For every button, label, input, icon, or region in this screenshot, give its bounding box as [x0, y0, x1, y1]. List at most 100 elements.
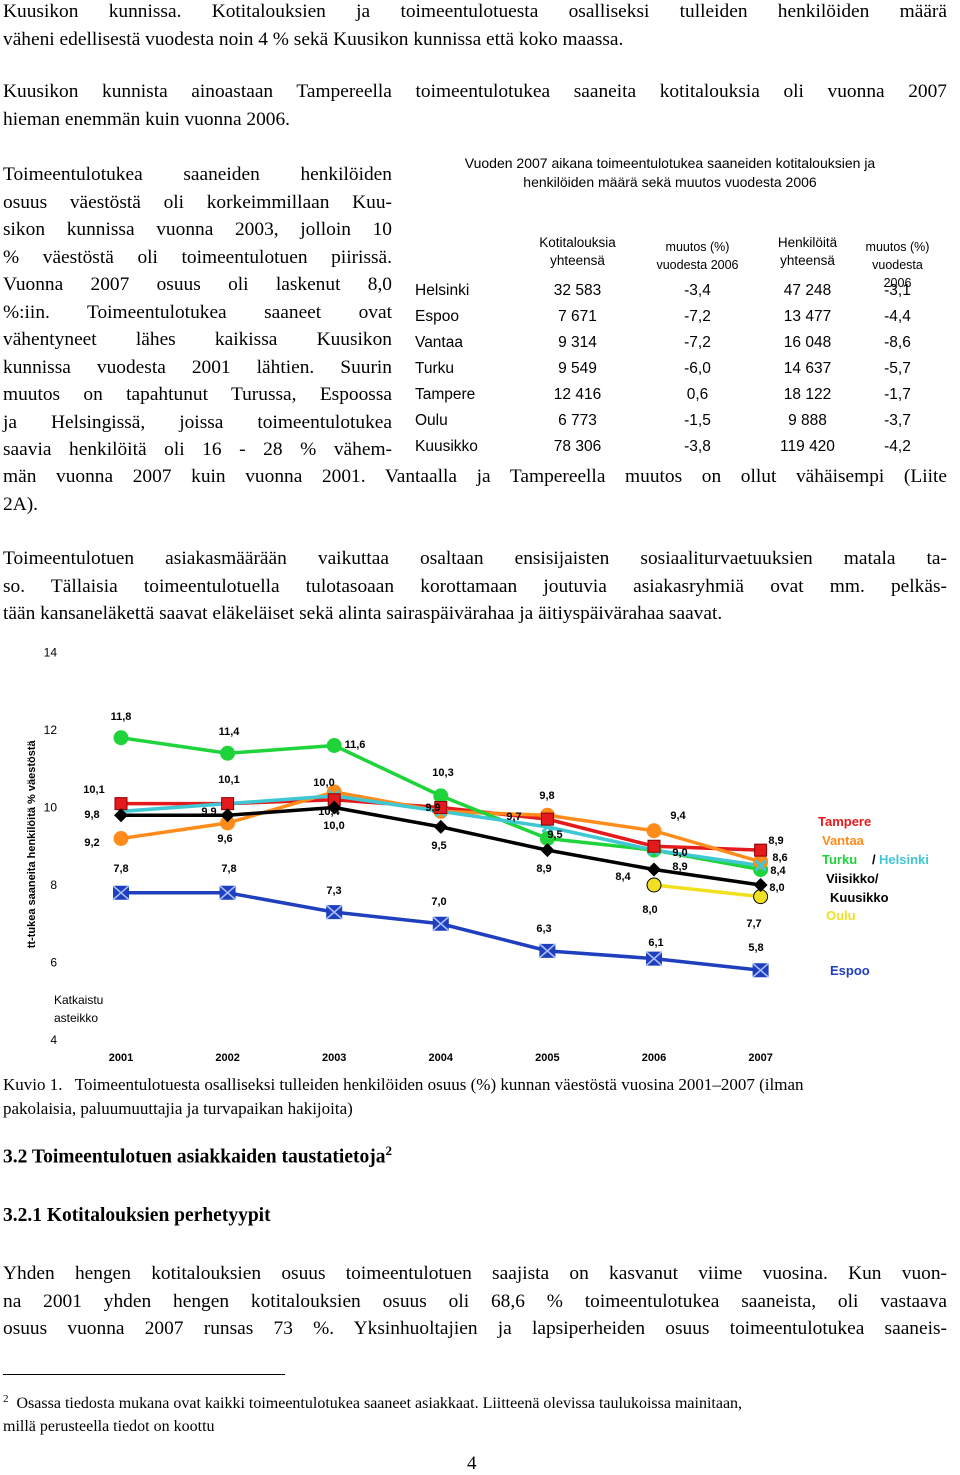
data-point	[326, 738, 342, 753]
x-tick-label: 2003	[322, 1052, 346, 1064]
paragraph-5: Yhden hengen kotitalouksien osuus toimee…	[3, 1260, 947, 1343]
x-tick-label: 2004	[429, 1052, 454, 1064]
data-label: 9,8	[539, 790, 554, 802]
data-label: 10,0	[313, 777, 334, 789]
paragraph-5-line-1: Yhden hengen kotitalouksien osuus toimee…	[3, 1263, 947, 1284]
table-cell-household-change: -1,5	[684, 412, 711, 429]
legend-entry: Kuusikko	[830, 890, 889, 905]
data-point	[434, 801, 448, 814]
table-cell-persons: 14 637	[783, 360, 832, 377]
column-header-households-line-2: yhteensä	[550, 253, 605, 268]
data-label: 9,5	[431, 840, 446, 852]
paragraph-3-line-8: kunnissa vuodesta 2001 lähtien. Suurin	[3, 356, 392, 378]
data-point	[540, 843, 555, 858]
table-cell-municipality: Helsinki	[415, 282, 470, 299]
column-header-household-change-line-1: muutos (%)	[665, 240, 730, 254]
data-label: 10,3	[432, 767, 453, 779]
data-point	[754, 843, 768, 857]
paragraph-3-line-10: ja Helsingissä, joissa toimeentulotukea	[3, 411, 392, 433]
paragraph-2: Kuusikon kunnista ainoastaan Tampereella…	[3, 78, 947, 133]
data-label: 8,6	[772, 852, 787, 864]
x-tick-label: 2001	[109, 1052, 133, 1064]
data-label: 6,1	[648, 937, 663, 949]
data-label: 6,3	[536, 923, 551, 935]
chart-series-markers	[112, 730, 770, 978]
table-title-line-1: Vuoden 2007 aikana toimeentulotukea saan…	[464, 155, 876, 171]
data-label: 5,8	[748, 942, 763, 954]
column-header-person-change-line-1: muutos (%)	[865, 240, 930, 254]
y-tick-label: 14	[44, 646, 58, 660]
data-point	[647, 839, 661, 853]
figure-caption-label: Kuvio 1.	[3, 1075, 63, 1094]
footnote-mark: 2	[3, 1393, 9, 1405]
table-cell-persons: 47 248	[783, 282, 832, 299]
data-point	[114, 797, 128, 811]
paragraph-4-line-3: tään kansaneläkettä saavat eläkeläiset s…	[3, 603, 723, 624]
table-cell-municipality: Turku	[415, 360, 455, 377]
footnote: 2 Osassa tiedosta mukana ovat kaikki toi…	[3, 1388, 947, 1438]
page-number: 4	[467, 1453, 477, 1474]
table-cell-household-change: -3,4	[684, 282, 711, 299]
data-point	[433, 819, 448, 834]
paragraph-3-wide: män vuonna 2007 kuin vuonna 2001. Vantaa…	[3, 463, 947, 518]
paragraph-3-narrow: Toimeentulotukea saaneiden henkilöiden o…	[3, 161, 392, 464]
axis-break-note: asteikko	[54, 1011, 98, 1025]
paragraph-3-line-12: män vuonna 2007 kuin vuonna 2001. Vantaa…	[3, 466, 947, 487]
paragraph-3-line-13: 2A).	[3, 493, 39, 515]
table-cell-person-change: -4,4	[884, 308, 911, 325]
table-cell-household-change: -6,0	[684, 360, 711, 377]
y-tick-label: 12	[44, 723, 58, 737]
column-header-person-change: muutos (%) vuodesta 2006	[860, 238, 935, 292]
x-tick-label: 2002	[215, 1052, 239, 1064]
figure-caption-line-2: pakolaisia, paluumuuttajia ja turvapaika…	[3, 1099, 353, 1118]
data-point	[432, 916, 450, 932]
paragraph-3-line-5: Vuonna 2007 osuus oli laskenut 8,0	[3, 274, 392, 295]
y-tick-label: 4	[50, 1033, 57, 1047]
data-point	[433, 788, 449, 804]
data-label: 9,7	[506, 811, 521, 823]
paragraph-3-line-9: muutos on tapahtunut Turussa, Espoossa	[3, 384, 392, 405]
data-label: 7,8	[221, 863, 236, 875]
table-cell-household-change: 0,6	[686, 386, 709, 403]
table-cell-person-change: -8,6	[884, 334, 911, 351]
data-point	[219, 885, 237, 901]
paragraph-4-line-2: so. Tällaisia toimeentulotuella tulotaso…	[3, 575, 947, 597]
column-header-households-line-1: Kotitalouksia	[539, 235, 616, 250]
column-header-person-change-line-2: vuodesta 2006	[872, 258, 923, 290]
data-label: 9,2	[84, 837, 99, 849]
table-cell-municipality: Espoo	[415, 308, 459, 325]
figure-caption-line-1: Toimeentulotuesta osalliseksi tulleiden …	[74, 1075, 804, 1094]
intro-line-1: Kuusikon kunnissa. Kotitalouksien ja toi…	[3, 1, 947, 22]
legend-entry: Turku	[822, 852, 857, 867]
data-label: 10,0	[323, 820, 344, 832]
intro-paragraph: Kuusikon kunnissa. Kotitalouksien ja toi…	[3, 0, 947, 53]
data-label: 9,9	[201, 806, 216, 818]
legend-entry: Tampere	[818, 814, 871, 829]
data-point	[113, 831, 129, 846]
table-cell-municipality: Oulu	[415, 412, 448, 429]
data-label: 8,9	[672, 861, 687, 873]
table-title: Vuoden 2007 aikana toimeentulotukea saan…	[410, 154, 930, 192]
paragraph-5-line-2: na 2001 yhden hengen kotitalouksien osuu…	[3, 1290, 947, 1312]
footnote-line-2: millä perusteella tiedot on koottu	[3, 1418, 215, 1436]
legend-entry: Espoo	[830, 963, 870, 978]
data-point	[114, 808, 128, 823]
data-label: 8,9	[768, 835, 783, 847]
x-tick-label: 2006	[642, 1052, 666, 1064]
data-point	[540, 812, 554, 826]
data-label: 9,0	[672, 847, 687, 859]
data-point	[647, 862, 661, 877]
footnote-line-1: Osassa tiedosta mukana ovat kaikki toime…	[16, 1395, 743, 1413]
table-cell-household-change: -3,8	[684, 438, 711, 455]
data-label: 9,6	[217, 833, 232, 845]
table-title-line-2: henkilöiden määrä sekä muutos vuodesta 2…	[523, 174, 817, 190]
data-label: 8,9	[536, 863, 551, 875]
data-point	[752, 962, 770, 978]
table-cell-person-change: -4,2	[884, 438, 911, 455]
x-tick-label: 2007	[748, 1052, 772, 1064]
data-label: 11,4	[219, 726, 241, 738]
y-tick-label: 10	[44, 801, 58, 815]
axis-break-note: Katkaistu	[54, 993, 103, 1007]
y-axis-title: tt-tukea saaneita henkilöitä % väestöstä	[26, 740, 38, 949]
paragraph-3-line-11: saavia henkilöitä oli 16 - 28 % vähem-	[3, 439, 392, 460]
